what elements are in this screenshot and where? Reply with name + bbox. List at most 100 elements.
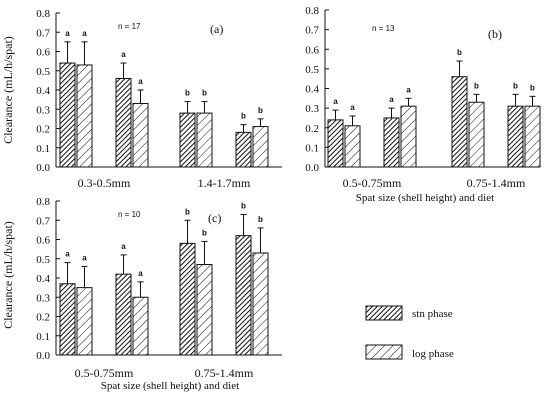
y-axis-title: Clearance (mL/h/spat) xyxy=(1,36,15,144)
y-tick-label: 0.8 xyxy=(36,8,50,20)
significance-letter: a xyxy=(121,242,126,251)
bar-log xyxy=(76,64,93,168)
significance-letter: a xyxy=(82,29,87,38)
legend-log-swatch xyxy=(365,344,403,360)
y-tick-label: 0.7 xyxy=(36,215,50,227)
bar-stn xyxy=(115,77,132,168)
bar-stn xyxy=(235,131,252,168)
x-axis-title: Spat size (shell height) and diet xyxy=(356,192,494,204)
y-tick-label: 0.4 xyxy=(36,85,50,97)
bar-stn xyxy=(327,119,344,168)
bar-log xyxy=(132,296,149,356)
bar-stn xyxy=(179,242,196,356)
category-label: 0.75-1.4mm xyxy=(467,176,526,190)
sample-size-label: n = 10 xyxy=(118,210,141,219)
chart-panel: 0.0 0.1 0.2 0.3 0.4 0.5 0.6 0.7 0.8 (b) n = 13 a a a a… xyxy=(305,5,541,204)
y-tick-label: 0.6 xyxy=(305,44,319,56)
significance-letter: a xyxy=(65,29,70,38)
category-label: 0.5-0.75mm xyxy=(75,366,134,380)
significance-letter: a xyxy=(82,253,87,262)
category-label: 0.75-1.4mm xyxy=(195,366,254,380)
y-tick-label: 0.2 xyxy=(36,312,50,324)
bar-log xyxy=(76,287,93,356)
significance-letter: b xyxy=(258,215,263,224)
significance-letter: b xyxy=(513,81,518,90)
significance-letter: b xyxy=(202,228,207,237)
panels-layer: 0.0 0.1 0.2 0.3 0.4 0.5 0.6 0.7 0.8 Clearance (mL… xyxy=(1,5,541,392)
y-tick-label: 0.4 xyxy=(36,273,50,285)
bar-log xyxy=(252,126,269,168)
bar-log xyxy=(252,252,269,356)
category-label: 0.3-0.5mm xyxy=(78,176,131,190)
bar-log xyxy=(468,101,485,168)
sample-size-label: n = 17 xyxy=(118,22,141,31)
y-tick-label: 0.0 xyxy=(36,350,50,362)
y-tick-label: 0.2 xyxy=(305,123,319,135)
significance-letter: b xyxy=(185,89,190,98)
significance-letter: a xyxy=(65,250,70,259)
bar-log xyxy=(196,264,213,356)
significance-letter: a xyxy=(389,95,394,104)
y-tick-label: 0.4 xyxy=(305,84,319,96)
legend: stn phase log phase xyxy=(365,305,454,360)
y-tick-label: 0.0 xyxy=(36,162,50,174)
significance-letter: b xyxy=(202,89,207,98)
y-tick-label: 0.5 xyxy=(305,64,319,76)
chart-panel: 0.0 0.1 0.2 0.3 0.4 0.5 0.6 0.7 0.8 Clearance (mL… xyxy=(1,8,282,190)
bar-stn xyxy=(507,105,524,168)
significance-letter: a xyxy=(121,50,126,59)
legend-stn-swatch xyxy=(365,305,403,321)
bar-stn xyxy=(235,235,252,356)
bar-stn xyxy=(59,62,76,168)
panel-label: (a) xyxy=(210,22,223,36)
significance-letter: a xyxy=(350,103,355,112)
significance-letter: b xyxy=(185,207,190,216)
significance-letter: b xyxy=(241,112,246,121)
significance-letter: b xyxy=(457,48,462,57)
y-tick-label: 0.1 xyxy=(36,143,50,155)
significance-letter: b xyxy=(241,201,246,210)
legend-stn-label: stn phase xyxy=(412,308,453,320)
significance-letter: a xyxy=(406,85,411,94)
bar-stn xyxy=(383,117,400,168)
x-axis-title: Spat size (shell height) and diet xyxy=(101,380,239,392)
significance-letter: a xyxy=(138,269,143,278)
panel-label: (c) xyxy=(208,211,221,225)
bar-stn xyxy=(179,112,196,168)
y-axis-title: Clearance (mL/h/spat) xyxy=(1,221,15,329)
category-label: 0.5-0.75mm xyxy=(343,176,402,190)
bar-log xyxy=(524,105,541,168)
y-tick-label: 0.1 xyxy=(36,331,50,343)
bar-stn xyxy=(115,273,132,356)
y-tick-label: 0.5 xyxy=(36,66,50,78)
y-tick-label: 0.3 xyxy=(36,292,50,304)
y-tick-label: 0.2 xyxy=(36,124,50,136)
bar-log xyxy=(196,112,213,168)
bar-log xyxy=(400,105,417,168)
legend-log-label: log phase xyxy=(412,348,454,360)
sample-size-label: n = 13 xyxy=(372,24,395,33)
y-tick-label: 0.1 xyxy=(305,142,319,154)
bar-stn xyxy=(59,283,76,356)
significance-letter: a xyxy=(138,77,143,86)
significance-letter: b xyxy=(258,106,263,115)
y-tick-label: 0.5 xyxy=(36,254,50,266)
y-tick-label: 0.6 xyxy=(36,235,50,247)
bar-log xyxy=(132,102,149,168)
y-tick-label: 0.8 xyxy=(305,5,319,17)
y-tick-label: 0.3 xyxy=(305,103,319,115)
y-tick-label: 0.3 xyxy=(36,104,50,116)
y-tick-label: 0.8 xyxy=(36,196,50,208)
y-tick-label: 0.0 xyxy=(305,162,319,174)
y-tick-label: 0.6 xyxy=(36,47,50,59)
chart-panel: 0.0 0.1 0.2 0.3 0.4 0.5 0.6 0.7 0.8 Clearance (mL… xyxy=(1,196,282,392)
significance-letter: a xyxy=(333,97,338,106)
y-tick-label: 0.7 xyxy=(305,25,319,37)
panel-label: (b) xyxy=(488,27,502,41)
bar-log xyxy=(344,125,361,168)
significance-letter: b xyxy=(474,81,479,90)
y-tick-label: 0.7 xyxy=(36,27,50,39)
category-label: 1.4-1.7mm xyxy=(198,176,251,190)
